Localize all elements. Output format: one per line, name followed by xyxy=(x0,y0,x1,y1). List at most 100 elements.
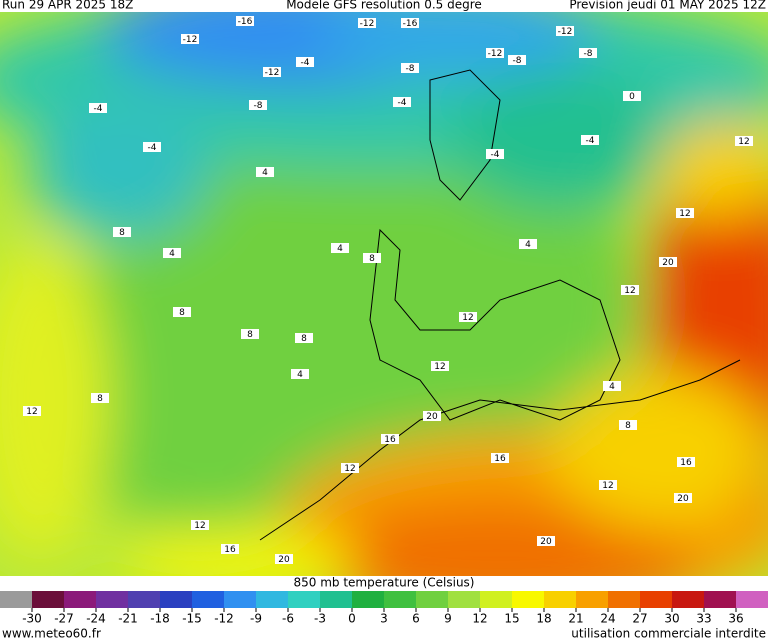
colorbar-segment xyxy=(0,591,33,608)
contour-label-box xyxy=(381,434,399,444)
contour-label-box xyxy=(659,257,677,267)
run-label: Run 29 APR 2025 18Z xyxy=(2,0,133,12)
colorbar-tick-label: 36 xyxy=(728,612,743,626)
contour-label-box xyxy=(91,393,109,403)
colorbar-tick-label: -30 xyxy=(22,612,42,626)
contour-label: 8 xyxy=(179,308,185,318)
contour-label-box xyxy=(89,103,107,113)
contour-label-box xyxy=(143,142,161,152)
contour-label: 16 xyxy=(494,454,506,464)
contour-label-box xyxy=(113,227,131,237)
contour-label-box xyxy=(579,48,597,58)
colorbar-segment xyxy=(192,591,225,608)
forecast-label: Prevision jeudi 01 MAY 2025 12Z xyxy=(569,0,766,12)
contour-label-box xyxy=(358,18,376,28)
colorbar-segment xyxy=(288,591,321,608)
contour-label-box xyxy=(291,369,309,379)
colorbar-segment xyxy=(320,591,353,608)
colorbar-tick-label: 12 xyxy=(472,612,487,626)
site-label: www.meteo60.fr xyxy=(2,627,101,640)
model-label: Modele GFS resolution 0.5 degre xyxy=(286,0,482,12)
contour-label: -12 xyxy=(183,35,198,45)
colorbar-segment xyxy=(512,591,545,608)
contour-label-box xyxy=(221,544,239,554)
contour-label: 8 xyxy=(301,334,307,344)
contour-label: 0 xyxy=(629,92,635,102)
contour-label-box xyxy=(236,16,254,26)
contour-label-box xyxy=(621,285,639,295)
colorbar-segment xyxy=(224,591,257,608)
contour-label-box xyxy=(519,239,537,249)
contour-label: 16 xyxy=(384,435,396,445)
colorbar-tick-label: 9 xyxy=(444,612,452,626)
contour-label: 12 xyxy=(738,137,749,147)
contour-label: 20 xyxy=(677,494,689,504)
contour-label-box xyxy=(674,493,692,503)
contour-label: 20 xyxy=(278,555,290,565)
contour-label: -8 xyxy=(406,64,415,74)
colorbar-segment xyxy=(576,591,609,608)
colorbar-segment xyxy=(32,591,65,608)
colorbar-tick-label: -27 xyxy=(54,612,74,626)
contour-label-box xyxy=(263,67,281,77)
colorbar-tick-label: 15 xyxy=(504,612,519,626)
contour-label-box xyxy=(676,208,694,218)
contour-label: -8 xyxy=(254,101,263,111)
colorbar-segment xyxy=(128,591,161,608)
colorbar-tick-label: 21 xyxy=(568,612,583,626)
contour-label-box xyxy=(331,243,349,253)
contour-label: -12 xyxy=(265,68,280,78)
contour-label-box xyxy=(401,18,419,28)
contour-label: 12 xyxy=(679,209,690,219)
temperature-map xyxy=(0,12,768,576)
contour-label: -4 xyxy=(491,150,500,160)
colorbar-segment xyxy=(160,591,193,608)
contour-label-box xyxy=(423,411,441,421)
contour-label-box xyxy=(295,333,313,343)
contour-label: -4 xyxy=(398,98,407,108)
contour-label: -4 xyxy=(148,143,157,153)
contour-label: -12 xyxy=(488,49,503,59)
contour-label-box xyxy=(581,135,599,145)
contour-label: 4 xyxy=(262,168,268,178)
contour-label: 12 xyxy=(462,313,473,323)
contour-label: 12 xyxy=(624,286,635,296)
colorbar-segment xyxy=(96,591,129,608)
colorbar-tick-label: -6 xyxy=(282,612,294,626)
coastline xyxy=(259,69,741,541)
contour-label: 16 xyxy=(224,545,236,555)
contour-label: 20 xyxy=(540,537,552,547)
contour-label-box xyxy=(677,457,695,467)
colorbar-segment xyxy=(416,591,449,608)
colorbar-segment xyxy=(352,591,385,608)
contour-label: 12 xyxy=(344,464,355,474)
contour-label: 12 xyxy=(602,481,613,491)
colorbar-tick-label: -21 xyxy=(118,612,138,626)
contour-label-box xyxy=(486,48,504,58)
contour-label-box xyxy=(491,453,509,463)
colorbar-segment xyxy=(640,591,673,608)
contour-label-box xyxy=(486,149,504,159)
colorbar-segment xyxy=(736,591,768,608)
colorbar-tick-label: -18 xyxy=(150,612,170,626)
contour-label: 8 xyxy=(247,330,253,340)
contour-label-box xyxy=(275,554,293,564)
contour-label: 4 xyxy=(609,382,615,392)
colorbar-tick-label: 30 xyxy=(664,612,679,626)
contour-label: -12 xyxy=(360,19,375,29)
colorbar-tick-label: 24 xyxy=(600,612,615,626)
contour-label: 20 xyxy=(662,258,674,268)
colorbar-tick-label: -3 xyxy=(314,612,326,626)
contour-label-box xyxy=(537,536,555,546)
colorbar-tick-label: 3 xyxy=(380,612,388,626)
contour-label-box xyxy=(599,480,617,490)
contour-label-box xyxy=(735,136,753,146)
colorbar-tick-label: -15 xyxy=(182,612,202,626)
contour-label: 12 xyxy=(194,521,205,531)
contour-label-box xyxy=(459,312,477,322)
colorbar-segment xyxy=(672,591,705,608)
contour-label-box xyxy=(619,420,637,430)
contour-label-box xyxy=(249,100,267,110)
contour-label: -16 xyxy=(238,17,253,27)
colorbar-tick-label: 0 xyxy=(348,612,356,626)
